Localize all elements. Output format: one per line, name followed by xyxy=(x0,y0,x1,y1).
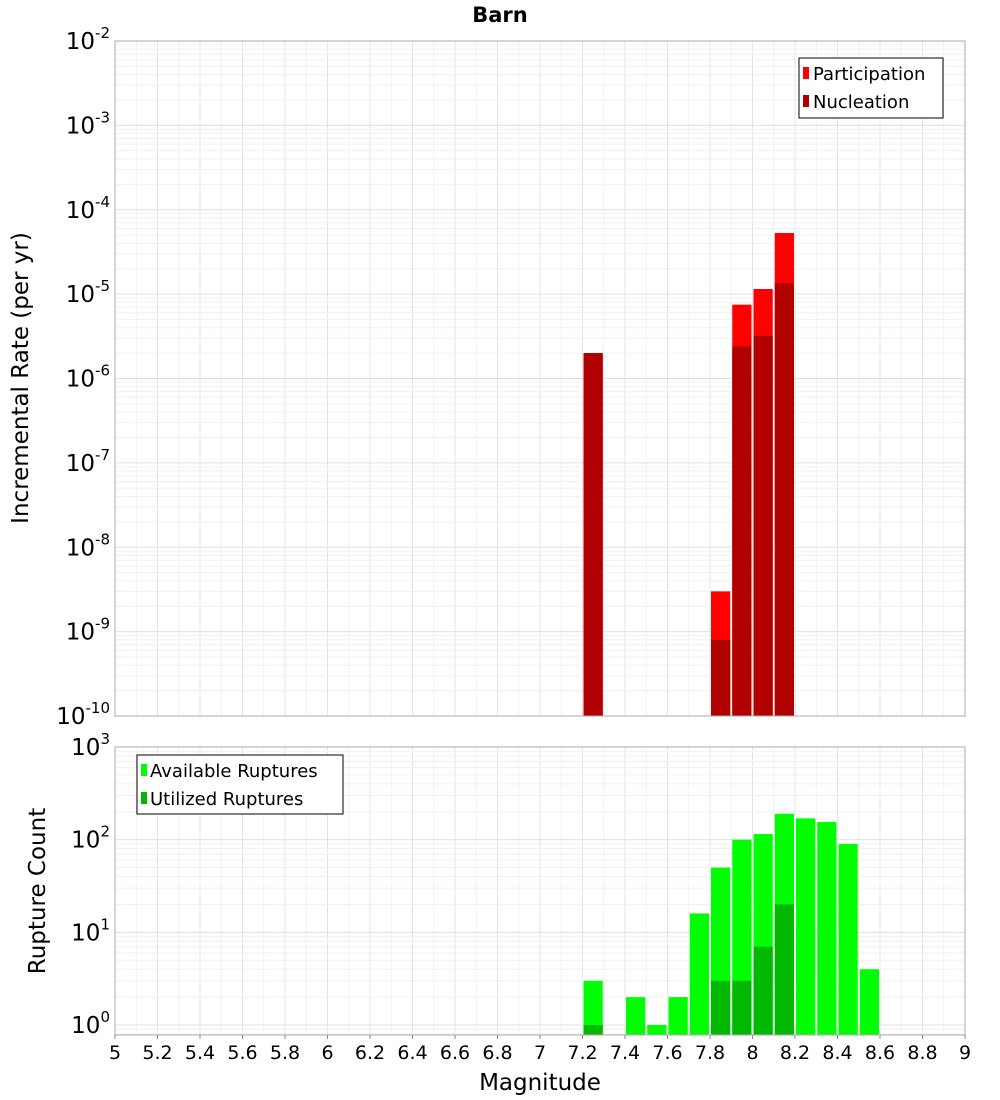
bar-utilized xyxy=(583,1025,603,1035)
bottom-y-axis-title: Rupture Count xyxy=(25,808,51,974)
bar-utilized xyxy=(753,946,773,1035)
bottom-bars xyxy=(583,813,879,1035)
top-y-axis-title: Incremental Rate (per yr) xyxy=(8,232,34,524)
bar-available xyxy=(647,1025,667,1035)
bar-available xyxy=(838,843,858,1035)
y-tick-label: 103 xyxy=(71,730,110,761)
rupture-count-plot: 103 102 101 100 5 5.2 5.4 5.6 5.8 6 6.2 6.4 6.6 6.8 7… xyxy=(25,730,971,1096)
y-tick-label: 10-3 xyxy=(66,108,110,139)
x-tick-label: 7 xyxy=(534,1042,546,1064)
bar-nucleation xyxy=(774,283,794,716)
x-tick-label: 8.4 xyxy=(822,1042,852,1064)
x-tick-label: 8.8 xyxy=(907,1042,937,1064)
x-tick-label: 5.4 xyxy=(185,1042,215,1064)
bottom-y-tick-labels: 103 102 101 100 xyxy=(71,730,110,1039)
top-plot-frame xyxy=(114,40,966,717)
x-tick-label: 5 xyxy=(109,1042,121,1064)
top-legend-box xyxy=(798,57,944,119)
bar-utilized xyxy=(711,980,731,1035)
y-tick-label: 102 xyxy=(71,823,110,854)
x-tick-label: 9 xyxy=(959,1042,971,1064)
bar-available xyxy=(689,913,709,1035)
x-tick-labels: 5 5.2 5.4 5.6 5.8 6 6.2 6.4 6.6 6.8 7 7.2 7.4 7.6 7.8 8… xyxy=(109,1035,971,1064)
bar-available xyxy=(668,997,688,1035)
bar-available xyxy=(583,980,603,1035)
bar-nucleation xyxy=(753,335,773,716)
x-tick-label: 6.6 xyxy=(440,1042,470,1064)
y-tick-label: 10-7 xyxy=(66,446,110,477)
x-tick-label: 8.6 xyxy=(865,1042,895,1064)
x-tick-label: 8.2 xyxy=(780,1042,810,1064)
x-tick-label: 5.2 xyxy=(142,1042,172,1064)
legend-label-participation: Participation xyxy=(813,64,925,85)
incremental-rate-plot: 10-2 10-3 10-4 10-5 10-6 10-7 10-8 10-9 10-10 In… xyxy=(8,24,966,730)
top-grid xyxy=(114,41,966,717)
bar-utilized xyxy=(732,980,752,1035)
bottom-legend: Available Ruptures Utilized Ruptures xyxy=(136,754,344,815)
x-tick-label: 7.4 xyxy=(610,1042,640,1064)
y-tick-label: 10-4 xyxy=(66,193,110,224)
x-tick-label: 6 xyxy=(321,1042,333,1064)
y-tick-label: 101 xyxy=(71,915,110,946)
bar-available xyxy=(859,969,879,1035)
y-tick-label: 10-5 xyxy=(66,277,110,308)
legend-label-nucleation: Nucleation xyxy=(813,92,909,113)
y-tick-label: 10-2 xyxy=(66,24,110,55)
y-tick-label: 10-9 xyxy=(66,615,110,646)
bar-nucleation xyxy=(732,346,752,716)
x-tick-label: 6.2 xyxy=(355,1042,385,1064)
bar-nucleation xyxy=(583,353,603,716)
y-tick-label: 100 xyxy=(71,1008,110,1039)
bar-available xyxy=(796,818,816,1035)
x-tick-label: 7.2 xyxy=(567,1042,597,1064)
x-tick-label: 5.6 xyxy=(227,1042,257,1064)
legend-swatch-participation xyxy=(803,67,809,79)
top-y-tick-labels: 10-2 10-3 10-4 10-5 10-6 10-7 10-8 10-9 10-10 xyxy=(56,24,110,730)
top-legend: Participation Nucleation xyxy=(798,57,944,119)
legend-label-available: Available Ruptures xyxy=(150,761,318,782)
bar-nucleation xyxy=(711,639,731,716)
y-tick-label: 10-6 xyxy=(66,362,110,393)
x-tick-label: 6.4 xyxy=(397,1042,427,1064)
x-tick-label: 6.8 xyxy=(482,1042,512,1064)
x-tick-label: 7.8 xyxy=(695,1042,725,1064)
bar-available xyxy=(817,822,837,1035)
x-tick-label: 8 xyxy=(746,1042,758,1064)
bar-available xyxy=(626,997,646,1035)
legend-swatch-available xyxy=(141,764,147,776)
chart-title: Barn xyxy=(472,3,527,27)
bar-utilized xyxy=(774,904,794,1035)
x-tick-label: 7.6 xyxy=(652,1042,682,1064)
x-axis-title: Magnitude xyxy=(479,1070,601,1096)
bottom-legend-box xyxy=(136,754,344,815)
legend-label-utilized: Utilized Ruptures xyxy=(150,789,303,810)
top-bars xyxy=(583,233,794,716)
y-tick-label: 10-8 xyxy=(66,530,110,561)
x-tick-label: 5.8 xyxy=(270,1042,300,1064)
y-tick-label: 10-10 xyxy=(56,699,110,730)
legend-swatch-nucleation xyxy=(803,95,809,107)
legend-swatch-utilized xyxy=(141,792,147,804)
